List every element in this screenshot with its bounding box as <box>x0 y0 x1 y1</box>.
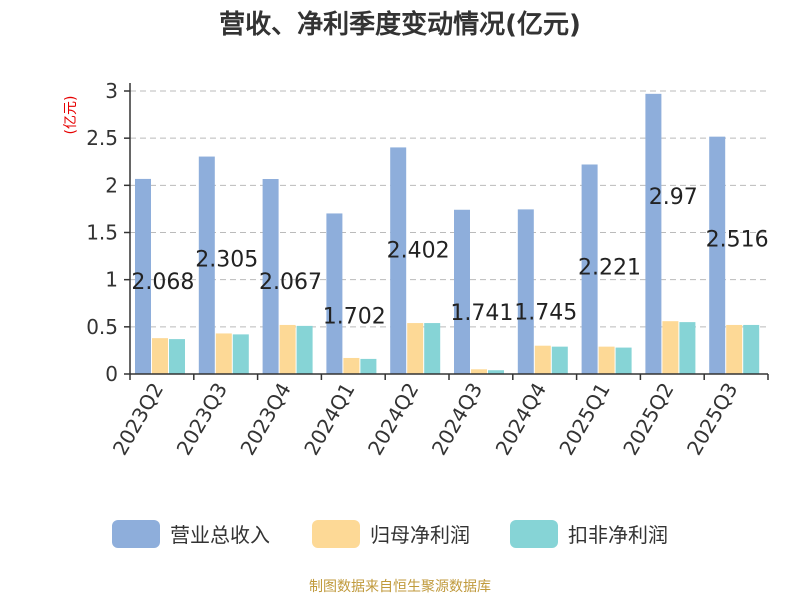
data-label: 2.305 <box>195 248 258 273</box>
data-label: 1.745 <box>514 300 577 325</box>
data-label: 2.516 <box>706 228 769 253</box>
bar-revenue <box>581 164 598 374</box>
bars <box>135 93 760 374</box>
bar-deducted-net-profit <box>424 323 441 374</box>
bar-revenue <box>326 213 343 374</box>
x-tick-label: 2025Q3 <box>682 379 742 460</box>
legend-swatch <box>312 520 360 548</box>
bar-revenue <box>390 147 407 374</box>
bar-net-profit <box>279 324 296 374</box>
bar-revenue <box>709 136 726 374</box>
y-tick-label: 1.5 <box>86 221 118 245</box>
legend-label: 营业总收入 <box>170 523 270 547</box>
x-tick-label: 2023Q2 <box>108 379 168 460</box>
legend-swatch <box>112 520 160 548</box>
bar-deducted-net-profit <box>296 325 313 374</box>
bar-deducted-net-profit <box>615 347 632 374</box>
y-tick-label: 3 <box>105 79 118 103</box>
legend: 营业总收入 归母净利润 扣非净利润 <box>112 520 668 548</box>
bar-net-profit <box>726 324 743 374</box>
legend-label: 归母净利润 <box>370 523 470 547</box>
data-label: 2.402 <box>387 238 450 263</box>
bar-deducted-net-profit <box>232 334 249 374</box>
data-label: 1.741 <box>450 301 513 326</box>
y-tick-label: 2.5 <box>86 126 118 150</box>
bar-deducted-net-profit <box>743 324 760 374</box>
bar-revenue <box>135 178 151 374</box>
chart-title: 营收、净利季度变动情况(亿元) <box>219 9 581 40</box>
bar-revenue <box>198 156 215 374</box>
bar-deducted-net-profit <box>169 339 185 374</box>
x-tick-label: 2024Q1 <box>299 379 359 460</box>
legend-swatch <box>510 520 558 548</box>
bar-deducted-net-profit <box>488 370 504 374</box>
bar-deducted-net-profit <box>679 322 696 374</box>
data-label: 2.067 <box>259 270 322 295</box>
bar-net-profit <box>662 321 679 374</box>
data-label: 2.221 <box>578 255 641 280</box>
y-tick-label: 2 <box>105 173 118 197</box>
bar-deducted-net-profit <box>360 358 377 374</box>
y-tick-label: 0 <box>105 362 118 386</box>
y-tick-label: 1 <box>105 268 118 292</box>
x-tick-label: 2024Q3 <box>427 379 487 460</box>
x-tick-label: 2023Q3 <box>172 379 232 460</box>
bar-net-profit <box>598 346 615 374</box>
bar-revenue <box>645 93 662 374</box>
data-label: 2.97 <box>649 185 698 210</box>
x-tick-label: 2023Q4 <box>235 379 295 460</box>
y-axis-unit: (亿元) <box>63 96 79 135</box>
bar-net-profit <box>471 369 487 374</box>
bar-deducted-net-profit <box>551 346 568 374</box>
grid <box>130 90 768 328</box>
x-tick-label: 2024Q2 <box>363 379 423 460</box>
bar-revenue <box>454 209 470 374</box>
data-label: 1.702 <box>323 304 386 329</box>
bar-net-profit <box>407 323 424 374</box>
source-note: 制图数据来自恒生聚源数据库 <box>309 579 491 595</box>
x-tick-label: 2025Q1 <box>554 379 614 460</box>
bar-net-profit <box>534 345 551 374</box>
bar-revenue <box>262 179 279 374</box>
x-tick-label: 2024Q4 <box>491 379 551 460</box>
bar-net-profit <box>215 333 232 374</box>
bar-net-profit <box>152 338 168 374</box>
data-label: 2.068 <box>131 270 194 295</box>
bar-net-profit <box>343 357 360 374</box>
x-tick-label: 2025Q2 <box>618 379 678 460</box>
bar-revenue <box>517 209 534 374</box>
legend-label: 扣非净利润 <box>568 523 668 547</box>
y-tick-label: 0.5 <box>86 315 118 339</box>
